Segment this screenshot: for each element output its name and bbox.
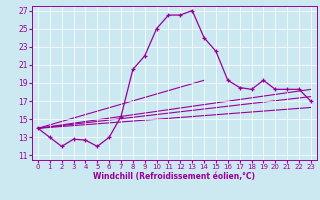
X-axis label: Windchill (Refroidissement éolien,°C): Windchill (Refroidissement éolien,°C): [93, 172, 255, 181]
